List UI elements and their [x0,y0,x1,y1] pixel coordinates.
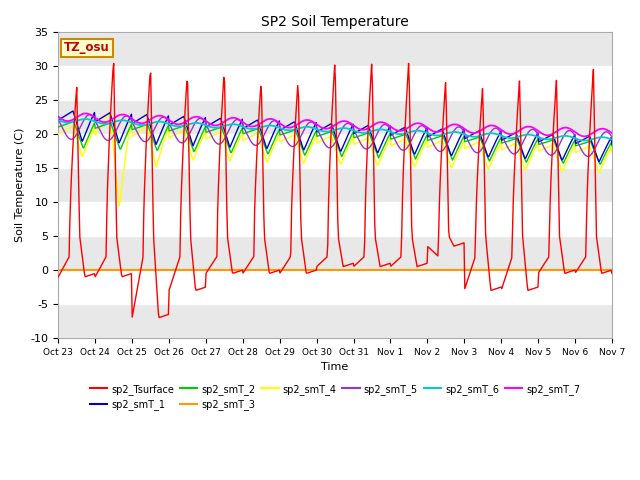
Y-axis label: Soil Temperature (C): Soil Temperature (C) [15,128,25,242]
Bar [58,304,612,338]
Bar [58,236,612,270]
Legend: sp2_Tsurface, sp2_smT_1, sp2_smT_2, sp2_smT_3, sp2_smT_4, sp2_smT_5, sp2_smT_6, : sp2_Tsurface, sp2_smT_1, sp2_smT_2, sp2_… [86,380,584,414]
Bar [58,168,612,202]
Bar [58,32,612,66]
Bar [58,100,612,134]
X-axis label: Time: Time [321,362,349,372]
Title: SP2 Soil Temperature: SP2 Soil Temperature [261,15,409,29]
Text: TZ_osu: TZ_osu [64,41,109,55]
